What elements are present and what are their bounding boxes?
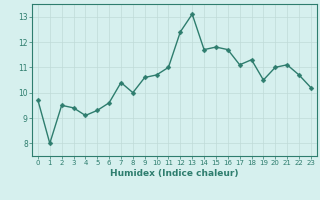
X-axis label: Humidex (Indice chaleur): Humidex (Indice chaleur): [110, 169, 239, 178]
